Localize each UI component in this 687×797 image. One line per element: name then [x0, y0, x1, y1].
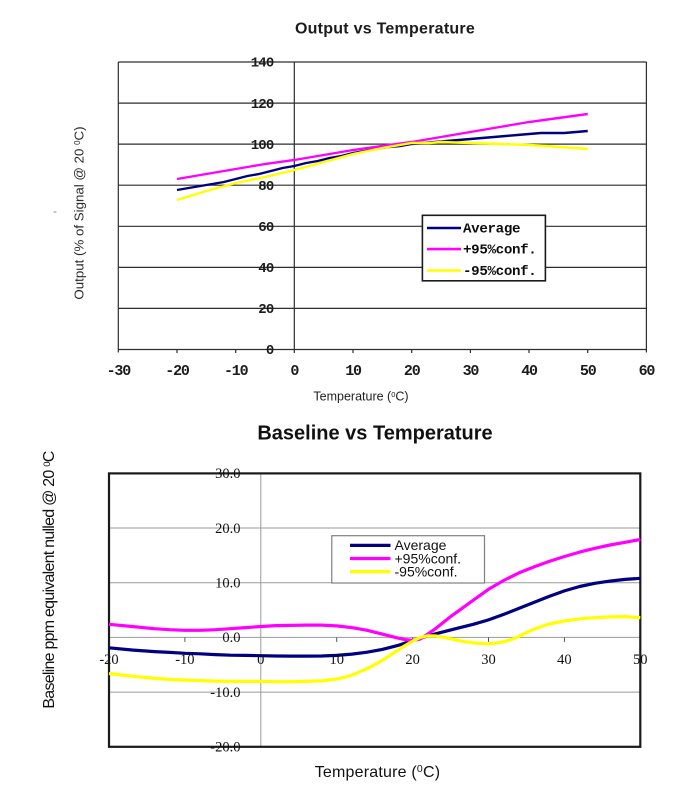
svg-text:40: 40	[258, 261, 274, 277]
svg-text:0: 0	[257, 652, 264, 668]
svg-text:-30: -30	[107, 363, 132, 380]
svg-text:10: 10	[345, 363, 362, 380]
svg-text:-95%conf.: -95%conf.	[395, 563, 458, 579]
svg-text:-20: -20	[99, 652, 118, 668]
svg-text:0.0: 0.0	[222, 630, 240, 646]
svg-text:+95%conf.: +95%conf.	[463, 243, 536, 259]
svg-text:50: 50	[580, 363, 597, 380]
svg-text:-10: -10	[224, 363, 249, 380]
svg-text:10.0: 10.0	[215, 576, 240, 592]
svg-text:Output (% of Signal @ 20 0C): Output (% of Signal @ 20 0C)	[72, 126, 87, 299]
svg-text:Baseline ppm equivalent nulled: Baseline ppm equivalent nulled @ 20 0C	[41, 451, 58, 708]
svg-text:20: 20	[258, 302, 274, 318]
svg-text:Baseline vs Temperature: Baseline vs Temperature	[257, 423, 492, 445]
svg-text:-20.0: -20.0	[210, 740, 240, 756]
svg-text:Temperature (0C): Temperature (0C)	[315, 763, 441, 781]
svg-text:30: 30	[463, 363, 480, 380]
svg-text:140: 140	[251, 56, 274, 72]
svg-text:-95%conf.: -95%conf.	[463, 264, 536, 280]
svg-text:60: 60	[258, 220, 274, 236]
svg-text:80: 80	[258, 179, 274, 195]
svg-text:20.0: 20.0	[215, 521, 240, 537]
svg-text:-20: -20	[165, 363, 190, 380]
svg-text:0: 0	[290, 363, 299, 380]
svg-text:Average: Average	[395, 537, 447, 553]
svg-text:20: 20	[404, 363, 421, 380]
svg-text:-10.0: -10.0	[210, 685, 240, 701]
svg-text:-: -	[53, 204, 57, 218]
svg-text:120: 120	[251, 97, 274, 113]
svg-text:100: 100	[251, 138, 274, 154]
svg-text:30.0: 30.0	[215, 466, 240, 482]
svg-text:-10: -10	[175, 652, 194, 668]
svg-text:60: 60	[639, 363, 656, 380]
svg-text:Output vs Temperature: Output vs Temperature	[295, 21, 475, 38]
svg-text:+95%conf.: +95%conf.	[395, 550, 462, 566]
svg-text:20: 20	[405, 652, 420, 668]
svg-text:50: 50	[633, 652, 648, 668]
svg-text:Average: Average	[463, 222, 520, 238]
svg-text:30: 30	[481, 652, 496, 668]
svg-text:40: 40	[521, 363, 538, 380]
svg-text:0: 0	[266, 343, 274, 359]
svg-text:Temperature (0C): Temperature (0C)	[313, 389, 408, 403]
svg-text:10: 10	[329, 652, 344, 668]
svg-text:40: 40	[557, 652, 572, 668]
